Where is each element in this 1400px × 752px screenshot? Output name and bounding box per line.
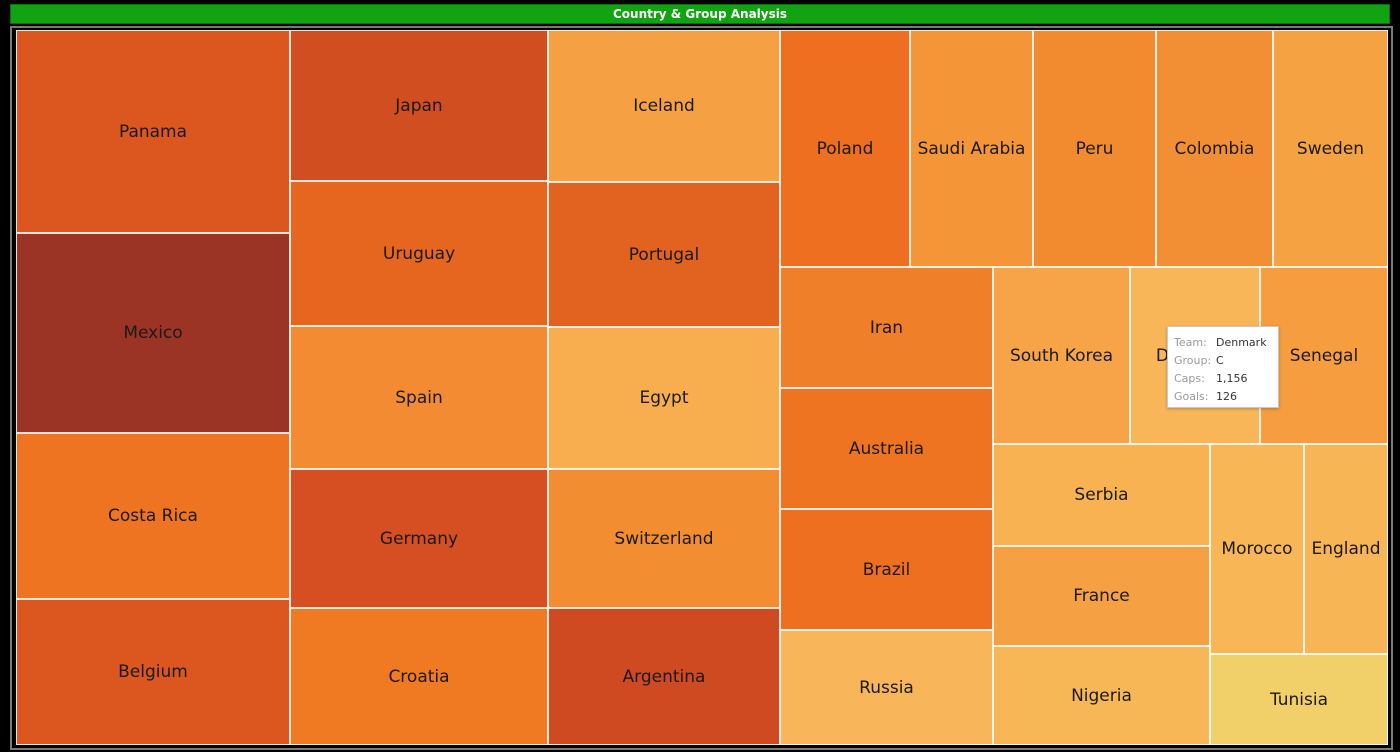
treemap-tile-brazil[interactable]: Brazil xyxy=(780,509,993,630)
treemap-tile-poland[interactable]: Poland xyxy=(780,30,910,267)
treemap-tile-senegal[interactable]: Senegal xyxy=(1260,267,1388,444)
treemap-tile-argentina[interactable]: Argentina xyxy=(548,608,780,745)
treemap-tile-south-korea[interactable]: South Korea xyxy=(993,267,1130,444)
treemap-tile-tunisia[interactable]: Tunisia xyxy=(1210,654,1388,745)
treemap-tile-serbia[interactable]: Serbia xyxy=(993,444,1210,546)
treemap-tile-belgium[interactable]: Belgium xyxy=(16,599,290,745)
treemap-tile-sweden[interactable]: Sweden xyxy=(1273,30,1388,267)
treemap-tile-england[interactable]: England xyxy=(1304,444,1388,654)
treemap-tile-mexico[interactable]: Mexico xyxy=(16,233,290,433)
tooltip-caps-value: 1,156 xyxy=(1216,372,1248,385)
treemap-tile-australia[interactable]: Australia xyxy=(780,388,993,509)
tooltip-team-value: Denmark xyxy=(1216,336,1267,349)
treemap-tile-egypt[interactable]: Egypt xyxy=(548,327,780,469)
treemap-tile-saudi-arabia[interactable]: Saudi Arabia xyxy=(910,30,1033,267)
treemap-tile-peru[interactable]: Peru xyxy=(1033,30,1156,267)
treemap-tile-uruguay[interactable]: Uruguay xyxy=(290,181,548,326)
dashboard-title: Country & Group Analysis xyxy=(10,4,1390,24)
tooltip: Team: Denmark Group: C Caps: 1,156 Goals: 12… xyxy=(1167,326,1279,408)
tooltip-caps-key: Caps: xyxy=(1174,372,1205,385)
treemap-tile-france[interactable]: France xyxy=(993,546,1210,646)
chart-frame xyxy=(10,26,1393,750)
treemap-tile-portugal[interactable]: Portugal xyxy=(548,182,780,327)
treemap-tile-panama[interactable]: Panama xyxy=(16,30,290,233)
tooltip-goals-key: Goals: xyxy=(1174,390,1209,403)
treemap-tile-switzerland[interactable]: Switzerland xyxy=(548,469,780,608)
treemap-tile-nigeria[interactable]: Nigeria xyxy=(993,646,1210,745)
treemap-tile-iceland[interactable]: Iceland xyxy=(548,30,780,182)
treemap-tile-spain[interactable]: Spain xyxy=(290,326,548,469)
treemap-tile-iran[interactable]: Iran xyxy=(780,267,993,388)
treemap-tile-germany[interactable]: Germany xyxy=(290,469,548,608)
tooltip-group-value: C xyxy=(1216,354,1224,367)
tooltip-group-key: Group: xyxy=(1174,354,1212,367)
treemap-chart: Panama Mexico Costa Rica Belgium Japan Urugua… xyxy=(16,30,1388,745)
treemap-tile-japan[interactable]: Japan xyxy=(290,30,548,181)
tooltip-team-key: Team: xyxy=(1174,336,1207,349)
treemap-tile-costa-rica[interactable]: Costa Rica xyxy=(16,433,290,599)
treemap-tile-croatia[interactable]: Croatia xyxy=(290,608,548,745)
tooltip-goals-value: 126 xyxy=(1216,390,1237,403)
treemap-tile-russia[interactable]: Russia xyxy=(780,630,993,745)
treemap-tile-morocco[interactable]: Morocco xyxy=(1210,444,1304,654)
treemap-tile-colombia[interactable]: Colombia xyxy=(1156,30,1273,267)
